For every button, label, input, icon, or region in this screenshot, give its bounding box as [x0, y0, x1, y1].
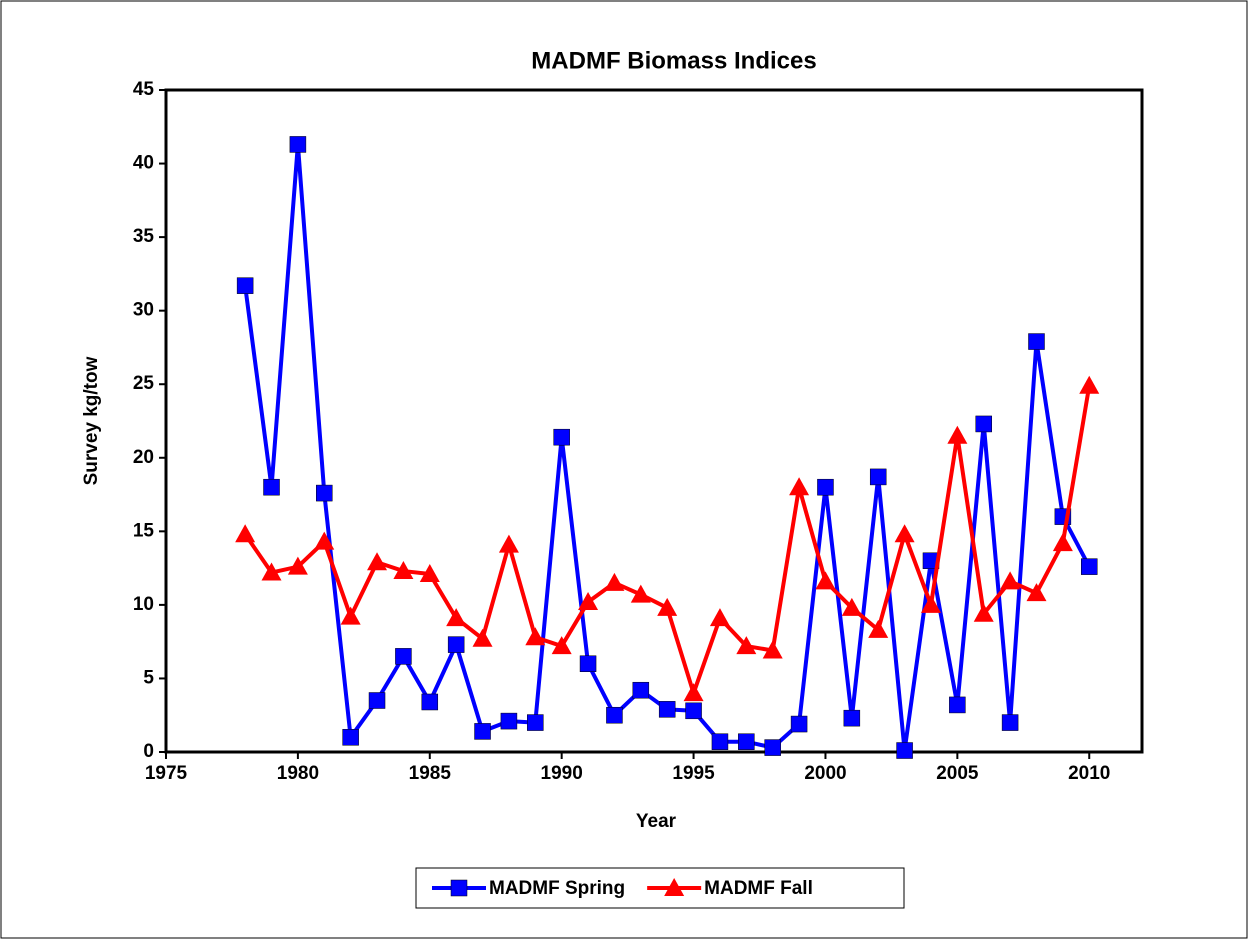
y-tick-label: 35 — [133, 226, 155, 247]
marker — [604, 572, 625, 591]
marker — [551, 636, 572, 655]
marker — [709, 608, 730, 627]
x-axis-label: Year — [636, 811, 677, 832]
x-tick-label: 2010 — [1068, 763, 1110, 784]
marker — [973, 603, 994, 622]
marker — [393, 561, 414, 580]
x-tick-label: 1980 — [277, 763, 319, 784]
y-tick-label: 40 — [133, 153, 154, 174]
marker — [289, 136, 307, 153]
marker — [419, 563, 440, 582]
x-tick-label: 1985 — [409, 763, 452, 784]
marker — [1001, 714, 1019, 731]
x-tick-label: 2005 — [936, 763, 979, 784]
marker — [817, 478, 834, 496]
marker — [1079, 375, 1100, 394]
marker — [498, 534, 519, 553]
marker — [421, 693, 439, 711]
marker — [843, 709, 861, 727]
marker — [975, 415, 992, 433]
marker — [790, 715, 808, 733]
y-tick-label: 10 — [133, 594, 154, 615]
marker — [316, 484, 333, 502]
marker — [263, 478, 280, 496]
marker — [815, 571, 836, 590]
marker — [764, 739, 781, 756]
marker — [841, 597, 862, 616]
marker — [447, 636, 465, 653]
plot-area — [164, 88, 1144, 754]
marker — [894, 524, 915, 543]
y-tick-label: 0 — [143, 741, 154, 762]
marker — [632, 681, 650, 699]
marker — [664, 878, 685, 896]
marker — [1052, 533, 1073, 552]
marker — [525, 627, 546, 646]
marker — [340, 606, 361, 625]
marker — [683, 683, 704, 702]
marker — [789, 477, 810, 496]
marker — [579, 655, 597, 672]
marker — [658, 701, 676, 718]
marker — [1028, 333, 1045, 350]
marker — [578, 591, 599, 610]
marker — [395, 648, 412, 665]
marker — [685, 702, 702, 720]
marker — [630, 584, 651, 603]
marker — [500, 712, 518, 730]
marker — [235, 524, 256, 543]
y-tick-label: 15 — [133, 520, 155, 541]
marker — [738, 733, 755, 750]
marker — [868, 619, 889, 638]
marker — [450, 879, 468, 897]
marker — [947, 425, 968, 444]
x-tick-label: 1975 — [145, 763, 188, 784]
marker — [657, 597, 678, 616]
y-tick-label: 45 — [133, 79, 155, 100]
legend-label: MADMF Spring — [489, 878, 625, 899]
marker — [920, 594, 941, 613]
legend-label: MADMF Fall — [704, 878, 813, 899]
y-tick-label: 30 — [133, 300, 154, 321]
marker — [474, 723, 491, 740]
marker — [1000, 571, 1021, 590]
marker — [736, 636, 757, 655]
legend: MADMF Spring MADMF Fall — [415, 867, 905, 909]
marker — [896, 742, 913, 759]
marker — [527, 714, 544, 731]
marker — [472, 628, 493, 647]
chart-title: MADMF Biomass Indices — [531, 47, 816, 74]
y-axis-label: Survey kg/tow — [81, 356, 102, 485]
marker — [236, 277, 254, 294]
marker — [261, 562, 282, 581]
y-tick-label: 20 — [133, 447, 154, 468]
marker — [342, 729, 359, 746]
marker — [314, 531, 335, 550]
marker — [869, 468, 887, 486]
marker — [1080, 558, 1098, 575]
marker — [762, 640, 783, 659]
marker — [1026, 583, 1047, 602]
marker — [606, 706, 623, 724]
marker — [949, 696, 966, 714]
x-tick-label: 2000 — [804, 763, 846, 784]
marker — [446, 608, 467, 627]
y-tick-label: 5 — [143, 667, 154, 688]
marker — [367, 552, 388, 571]
marker — [553, 428, 570, 446]
marker — [287, 556, 308, 575]
y-tick-label: 25 — [133, 373, 155, 394]
marker — [711, 733, 729, 750]
x-tick-label: 1990 — [541, 763, 583, 784]
marker — [368, 692, 386, 709]
x-tick-label: 1995 — [672, 763, 715, 784]
